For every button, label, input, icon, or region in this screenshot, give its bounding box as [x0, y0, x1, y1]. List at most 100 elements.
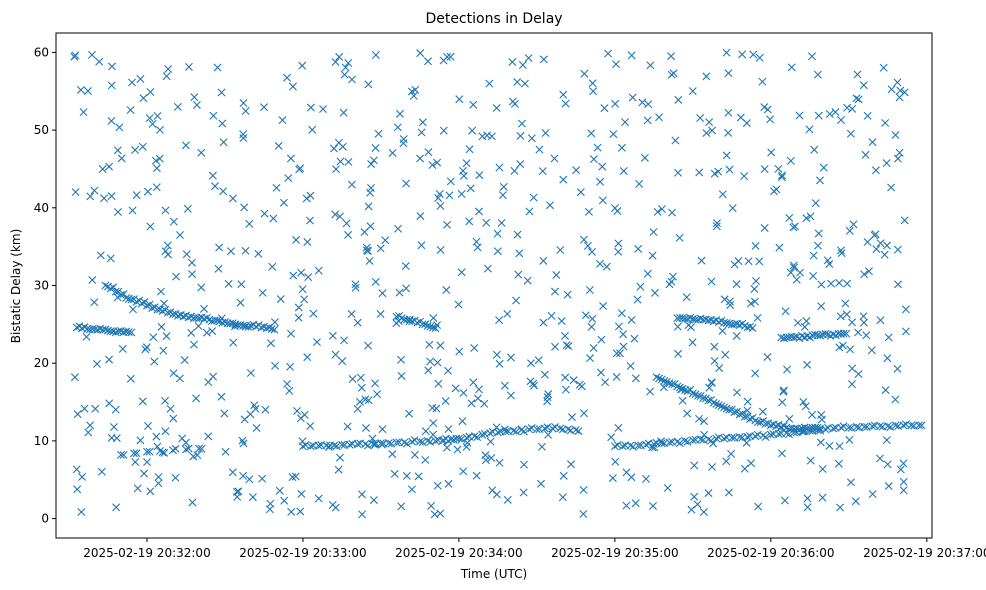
data-point [468, 126, 477, 135]
data-point [332, 442, 341, 451]
data-point [868, 422, 877, 431]
data-point [754, 502, 763, 511]
data-point [465, 217, 474, 226]
data-point [669, 272, 677, 281]
data-point [309, 309, 318, 318]
data-point [579, 235, 588, 244]
data-point [166, 404, 175, 413]
data-point [694, 391, 703, 400]
data-point [306, 103, 315, 112]
data-point [202, 328, 211, 337]
data-point [802, 317, 811, 326]
data-point [213, 316, 222, 325]
data-point [364, 80, 373, 89]
data-point [579, 409, 588, 418]
data-point [423, 321, 432, 330]
data-point [537, 442, 546, 451]
data-point [293, 407, 302, 416]
data-point [351, 283, 360, 292]
data-point [813, 423, 822, 432]
data-point [891, 395, 900, 404]
data-point [444, 479, 453, 488]
data-point [843, 103, 852, 112]
data-point [458, 417, 467, 426]
data-point [760, 223, 769, 232]
data-point [465, 145, 474, 154]
data-point [836, 116, 845, 124]
data-point [588, 79, 597, 88]
data-point [527, 134, 536, 143]
data-point [297, 268, 306, 277]
data-markers [70, 48, 926, 519]
data-point [457, 268, 466, 277]
data-point [132, 191, 141, 200]
data-point [649, 440, 658, 448]
data-point [675, 439, 684, 448]
data-point [283, 379, 292, 388]
data-point [175, 374, 184, 383]
data-point [485, 79, 494, 88]
data-point [78, 472, 87, 481]
data-point [510, 99, 519, 108]
data-point [550, 154, 559, 163]
data-point [455, 347, 464, 356]
data-point [561, 385, 570, 394]
data-point [279, 198, 288, 207]
data-point [674, 95, 683, 104]
data-point [400, 438, 409, 447]
data-point [425, 340, 434, 349]
data-point [152, 183, 161, 192]
data-point [789, 223, 798, 232]
data-point [426, 357, 435, 366]
data-point [138, 397, 147, 406]
data-point [217, 88, 226, 97]
data-point [695, 414, 704, 423]
data-point [275, 486, 284, 495]
plot-frame [55, 32, 933, 539]
data-point [495, 316, 504, 325]
data-point [439, 56, 448, 65]
data-point [854, 328, 863, 337]
data-point [91, 404, 100, 413]
data-point [562, 341, 571, 350]
data-point [73, 410, 82, 419]
data-point [443, 220, 452, 229]
data-point [466, 184, 475, 193]
data-point [169, 217, 178, 226]
data-point [451, 384, 460, 393]
data-point [157, 322, 166, 331]
data-point [260, 103, 269, 112]
data-point [171, 473, 180, 482]
data-point [387, 439, 396, 448]
data-point [746, 322, 755, 331]
data-point [348, 75, 356, 84]
data-point [197, 283, 206, 292]
data-point [336, 453, 344, 462]
data-point [600, 104, 609, 113]
data-point [655, 374, 664, 383]
data-point [492, 104, 501, 113]
data-point [714, 167, 723, 176]
data-point [245, 475, 254, 484]
data-point [596, 259, 604, 268]
data-point [428, 160, 437, 169]
data-point [369, 496, 378, 505]
data-point [194, 444, 203, 453]
data-point [811, 199, 820, 208]
data-point [508, 58, 517, 67]
data-point [314, 266, 323, 275]
data-point [254, 249, 263, 258]
data-point [214, 264, 223, 273]
data-point [424, 148, 433, 157]
data-point [459, 388, 468, 397]
data-point [459, 467, 468, 476]
data-point [538, 167, 547, 176]
data-point [98, 165, 107, 174]
data-point [550, 287, 559, 296]
x-axis-ticks: 2025-02-19 20:32:00 2025-02-19 20:33:00 20… [83, 538, 986, 560]
data-point [302, 194, 311, 203]
data-point [324, 443, 333, 452]
data-point [376, 310, 385, 319]
data-point [751, 416, 760, 425]
data-point [97, 467, 106, 476]
